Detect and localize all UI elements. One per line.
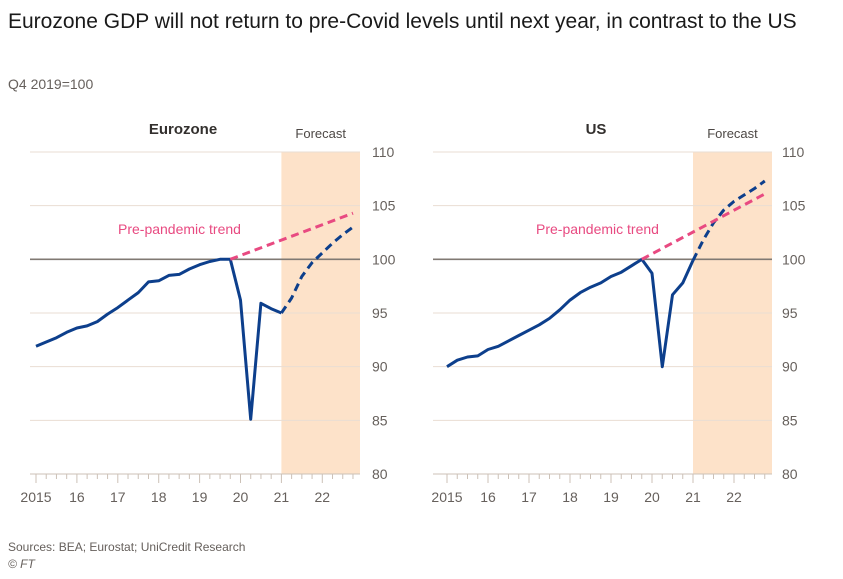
sources-note: Sources: BEA; Eurostat; UniCredit Resear… xyxy=(8,540,246,554)
y-tick-label: 105 xyxy=(782,198,806,214)
x-tick-label: 16 xyxy=(69,489,85,505)
y-tick-label: 80 xyxy=(372,466,388,482)
x-tick-label: 20 xyxy=(644,489,660,505)
gdp-line xyxy=(35,257,282,421)
y-tick-label: 90 xyxy=(782,359,798,375)
x-tick-label: 19 xyxy=(192,489,208,505)
x-tick-label: 22 xyxy=(726,489,742,505)
copyright-note: © FT xyxy=(8,557,35,571)
y-tick-label: 95 xyxy=(372,305,388,321)
panel-eurozone: 80 85 90 95 100 105 110 2015 16 17 18 19 20 21 22 Euroz… xyxy=(20,121,395,505)
y-tick-label: 110 xyxy=(372,144,395,160)
y-tick-label: 80 xyxy=(782,466,798,482)
forecast-label: Forecast xyxy=(295,126,346,141)
trend-line xyxy=(641,192,766,261)
x-tick-label: 21 xyxy=(685,489,701,505)
trend-line xyxy=(229,211,354,261)
x-tick-label: 18 xyxy=(562,489,578,505)
y-tick-label: 105 xyxy=(372,198,396,214)
y-tick-label: 90 xyxy=(372,359,388,375)
y-tick-label: 85 xyxy=(782,412,798,428)
x-tick-label: 20 xyxy=(233,489,249,505)
x-tick-label: 17 xyxy=(521,489,537,505)
panel-us: 80 85 90 95 100 105 110 2015 16 17 18 19 20 21 22 US For… xyxy=(431,121,805,505)
chart-subtitle: Q4 2019=100 xyxy=(8,76,94,92)
gdp-line xyxy=(446,257,695,369)
x-tick-label: 22 xyxy=(315,489,331,505)
panel-title: US xyxy=(586,121,607,138)
trend-label: Pre-pandemic trend xyxy=(118,221,241,237)
x-tick-label: 17 xyxy=(110,489,126,505)
trend-label: Pre-pandemic trend xyxy=(536,221,659,237)
x-tick-label: 2015 xyxy=(431,489,462,505)
chart-title: Eurozone GDP will not return to pre-Covi… xyxy=(8,10,797,33)
x-tick-label: 18 xyxy=(151,489,167,505)
forecast-line xyxy=(691,179,766,262)
panel-title: Eurozone xyxy=(149,121,217,138)
x-tick-label: 21 xyxy=(274,489,290,505)
x-tick-label: 16 xyxy=(480,489,496,505)
forecast-label: Forecast xyxy=(707,126,758,141)
y-tick-label: 85 xyxy=(372,412,388,428)
y-tick-label: 110 xyxy=(782,144,805,160)
x-tick-label: 19 xyxy=(603,489,619,505)
x-tick-label: 2015 xyxy=(20,489,51,505)
y-tick-label: 95 xyxy=(782,305,798,321)
y-tick-label: 100 xyxy=(372,251,396,267)
y-tick-label: 100 xyxy=(782,251,806,267)
forecast-line xyxy=(280,225,354,314)
